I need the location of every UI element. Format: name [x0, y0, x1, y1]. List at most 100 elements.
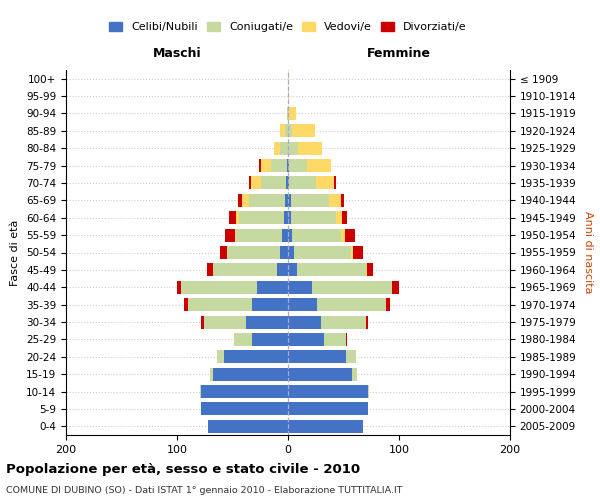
Bar — [317, 298, 386, 311]
Bar — [368, 385, 369, 398]
Bar — [346, 333, 347, 346]
Bar — [288, 211, 292, 224]
Bar — [224, 350, 288, 364]
Bar — [313, 280, 392, 294]
Legend: Celibi/Nubili, Coniugati/e, Vedovi/e, Divorziati/e: Celibi/Nubili, Coniugati/e, Vedovi/e, Di… — [105, 17, 471, 36]
Bar — [249, 176, 251, 190]
Bar — [329, 194, 341, 207]
Bar — [289, 107, 296, 120]
Bar — [253, 298, 288, 311]
Bar — [341, 194, 343, 207]
Bar — [288, 385, 368, 398]
Bar — [238, 194, 242, 207]
Bar — [344, 228, 355, 241]
Bar — [229, 211, 236, 224]
Bar — [202, 316, 203, 328]
Bar — [253, 333, 288, 346]
Bar — [284, 211, 288, 224]
Bar — [220, 246, 227, 259]
Bar — [188, 298, 253, 311]
Bar — [346, 350, 356, 364]
Bar — [262, 176, 286, 190]
Text: Maschi: Maschi — [152, 48, 202, 60]
Text: COMUNE DI DUBINO (SO) - Dati ISTAT 1° gennaio 2010 - Elaborazione TUTTITALIA.IT: COMUNE DI DUBINO (SO) - Dati ISTAT 1° ge… — [6, 486, 403, 495]
Bar — [288, 420, 364, 433]
Bar — [288, 228, 292, 241]
Bar — [292, 124, 314, 138]
Bar — [366, 264, 367, 276]
Bar — [274, 142, 280, 154]
Bar — [235, 228, 236, 241]
Bar — [251, 176, 262, 190]
Bar — [334, 176, 336, 190]
Bar — [280, 246, 288, 259]
Bar — [292, 194, 329, 207]
Bar — [288, 264, 297, 276]
Bar — [259, 159, 262, 172]
Bar — [316, 176, 334, 190]
Bar — [284, 194, 288, 207]
Bar — [262, 159, 271, 172]
Bar — [292, 211, 336, 224]
Bar — [341, 228, 344, 241]
Bar — [336, 211, 343, 224]
Text: Femmine: Femmine — [367, 48, 431, 60]
Bar — [367, 264, 373, 276]
Bar — [181, 280, 257, 294]
Bar — [202, 402, 288, 415]
Bar — [236, 228, 283, 241]
Bar — [177, 280, 181, 294]
Bar — [366, 316, 368, 328]
Bar — [288, 246, 293, 259]
Bar — [298, 142, 322, 154]
Bar — [307, 159, 331, 172]
Text: Popolazione per età, sesso e stato civile - 2010: Popolazione per età, sesso e stato civil… — [6, 462, 360, 475]
Bar — [239, 211, 284, 224]
Bar — [283, 228, 288, 241]
Bar — [249, 194, 284, 207]
Bar — [288, 159, 289, 172]
Bar — [208, 420, 288, 433]
Bar — [288, 90, 289, 102]
Bar — [184, 298, 188, 311]
Bar — [288, 316, 322, 328]
Bar — [227, 246, 280, 259]
Bar — [284, 124, 288, 138]
Bar — [289, 159, 307, 172]
Bar — [288, 107, 289, 120]
Bar — [292, 228, 341, 241]
Bar — [242, 194, 249, 207]
Bar — [288, 280, 313, 294]
Bar — [271, 159, 287, 172]
Bar — [236, 211, 239, 224]
Bar — [212, 368, 288, 380]
Bar — [323, 333, 346, 346]
Bar — [288, 333, 323, 346]
Bar — [386, 298, 390, 311]
Bar — [322, 316, 366, 328]
Bar — [280, 124, 284, 138]
Bar — [288, 142, 298, 154]
Bar — [246, 316, 288, 328]
Bar — [288, 402, 368, 415]
Bar — [351, 246, 353, 259]
Bar — [200, 385, 202, 398]
Y-axis label: Anni di nascita: Anni di nascita — [583, 211, 593, 294]
Bar — [293, 246, 351, 259]
Bar — [392, 280, 399, 294]
Bar — [277, 264, 288, 276]
Bar — [287, 159, 288, 172]
Bar — [286, 176, 288, 190]
Bar — [288, 194, 292, 207]
Bar — [288, 298, 317, 311]
Y-axis label: Fasce di età: Fasce di età — [10, 220, 20, 286]
Bar — [352, 368, 357, 380]
Bar — [353, 246, 364, 259]
Bar — [288, 350, 346, 364]
Bar — [225, 228, 235, 241]
Bar — [288, 124, 292, 138]
Bar — [288, 176, 289, 190]
Bar — [280, 142, 288, 154]
Bar — [288, 72, 289, 85]
Bar — [287, 107, 288, 120]
